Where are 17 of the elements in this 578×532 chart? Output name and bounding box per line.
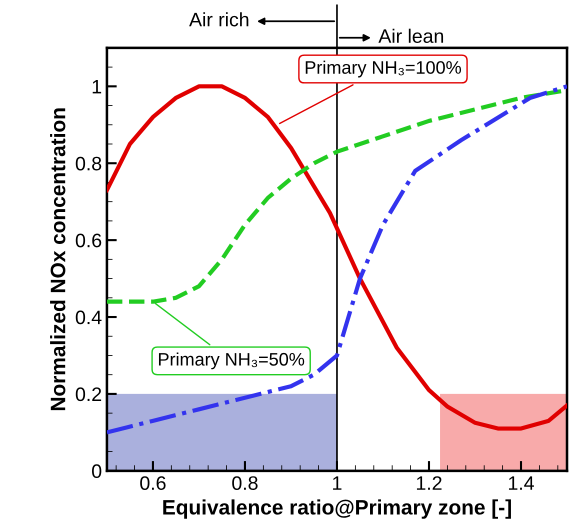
x-tick-label: 1.2 [416, 476, 442, 490]
y-tick-label: 0.4 [76, 310, 102, 324]
x-tick-label: 0.6 [140, 476, 166, 490]
y-axis-title: Normalized NOx concentration [50, 108, 66, 410]
text: Air lean [378, 28, 444, 43]
x-tick-label: 0.8 [232, 476, 258, 490]
y-tick-label: 0.8 [76, 156, 102, 170]
y-tick-label: 0.6 [76, 234, 102, 248]
y-tick-label: 0 [92, 464, 102, 478]
y-tick-label: 1 [92, 80, 102, 94]
x-axis-title: Equivalence ratio@Primary zone [-] [163, 499, 511, 519]
x-tick-label: 1.4 [508, 476, 534, 490]
x-tick-label: 1 [333, 476, 342, 490]
annotation: Primary NH₃=100% [306, 60, 462, 78]
annotation: Primary NH₃=50% [158, 352, 304, 370]
y-tick-label: 0.2 [76, 387, 102, 402]
text: Air rich [189, 12, 248, 26]
